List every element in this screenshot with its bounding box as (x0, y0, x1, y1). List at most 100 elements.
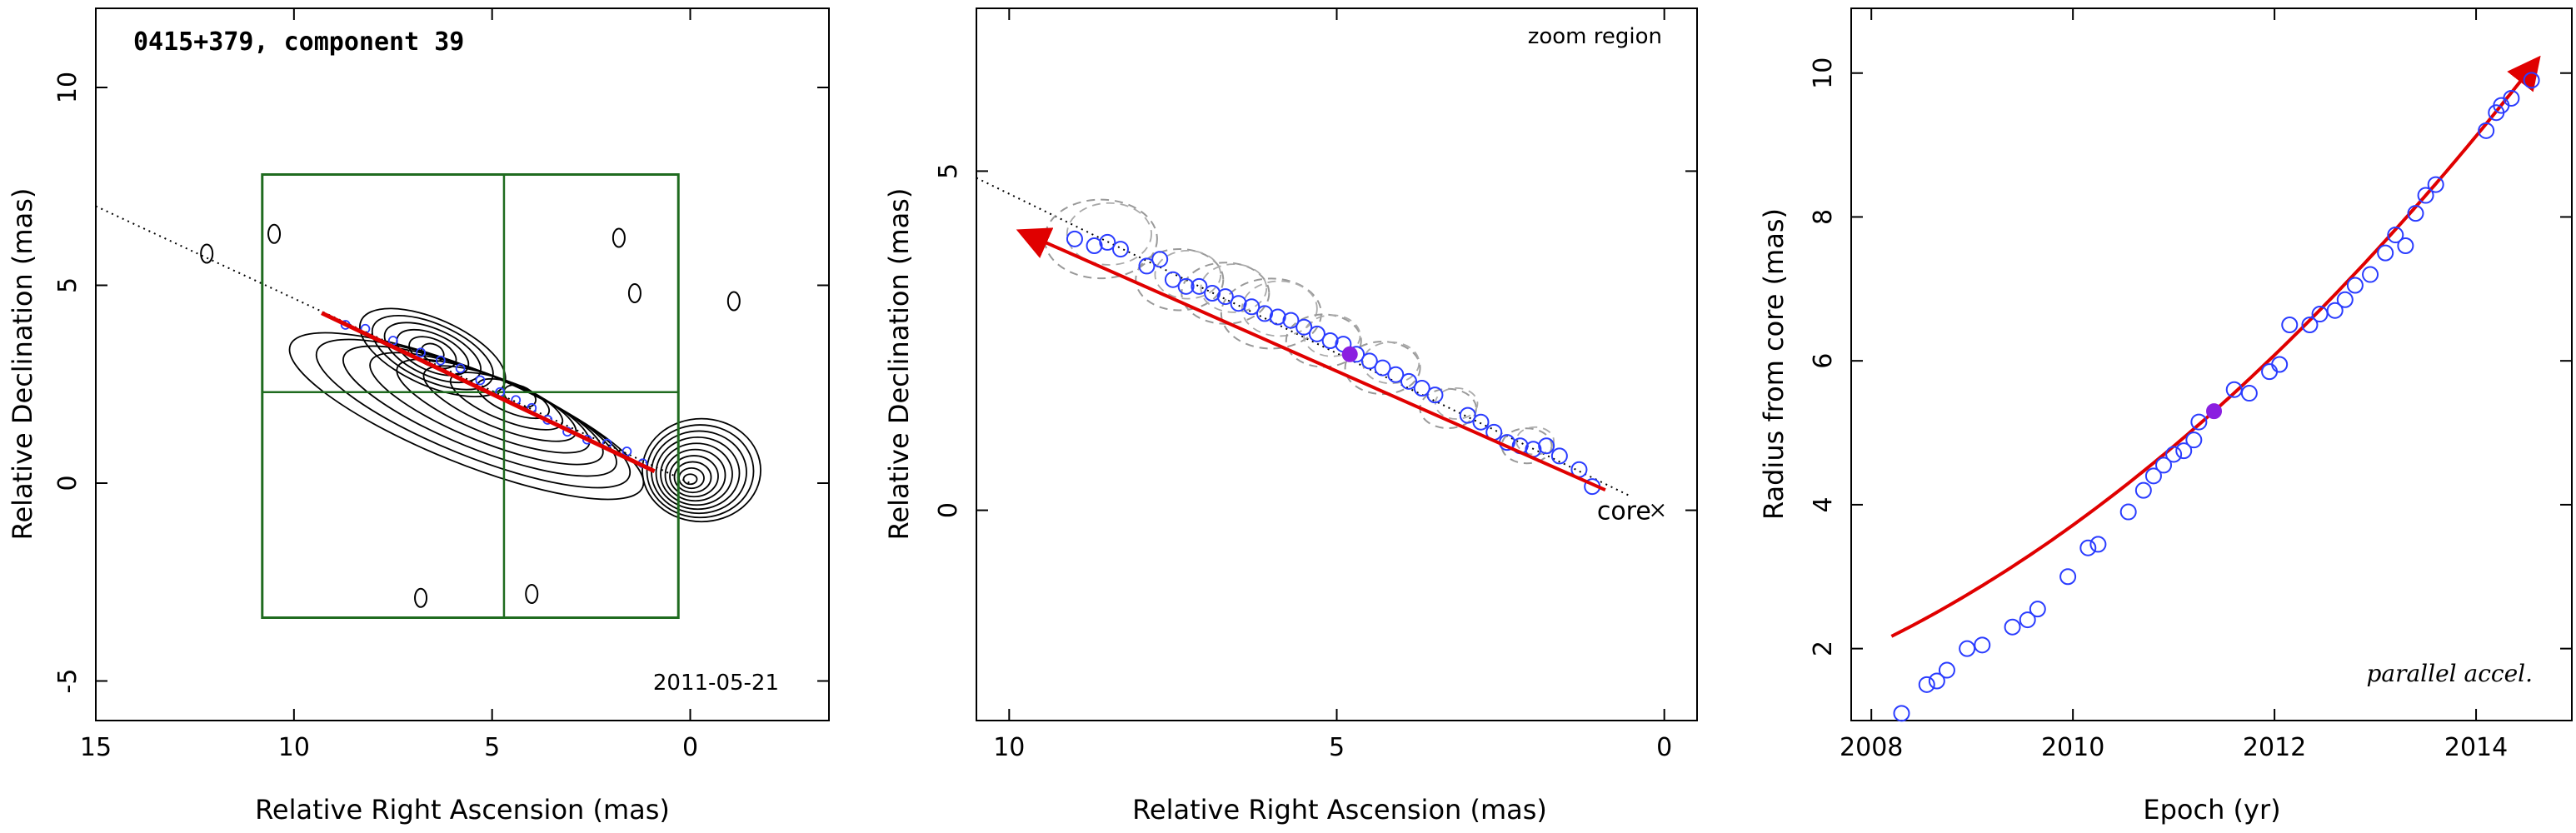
radius-point (2119, 503, 2137, 521)
y-tick-label: 10 (53, 72, 82, 103)
contour-island (627, 283, 642, 303)
radius-point (2185, 431, 2203, 449)
radius-point (2387, 227, 2404, 244)
component-positions: core (1016, 227, 1665, 526)
zoom-region-note: zoom region (1528, 24, 1662, 49)
y-tick-label: 5 (934, 163, 963, 179)
model-ellipse (1066, 202, 1152, 266)
radius-point (2311, 306, 2329, 323)
y-tick-label: 10 (1809, 57, 1838, 89)
parallel-accel-note: parallel accel. (2366, 660, 2533, 687)
core-contour (660, 442, 733, 506)
highlighted-epoch-position (1341, 346, 1358, 362)
model-ellipse (1361, 341, 1420, 385)
component-position (1138, 257, 1156, 275)
contour-map (95, 205, 761, 608)
radius-point (1893, 705, 1910, 722)
component-marker (455, 363, 466, 374)
radius-point (2019, 611, 2036, 629)
panel-left-frame (95, 7, 830, 721)
radius-point (2362, 266, 2379, 283)
highlighted-epoch-point (2206, 403, 2223, 420)
acceleration-fit-curve (1890, 55, 2541, 638)
component-marker (435, 355, 446, 366)
x-tick-label: 2008 (1840, 733, 1903, 762)
contour-island (200, 243, 214, 264)
zoom-region-box (261, 173, 680, 619)
y-tick-label: 0 (934, 502, 963, 518)
x-tick-label: 2010 (2041, 733, 2104, 762)
core-contour (673, 461, 712, 494)
radius-point (2144, 467, 2162, 485)
radius-point (2089, 536, 2107, 553)
radius-point (1938, 661, 1955, 679)
jet-contour (315, 338, 632, 489)
component-position (1282, 312, 1300, 329)
core-contour (678, 466, 705, 490)
radius-point (2261, 363, 2279, 381)
core-contour (664, 448, 726, 502)
core-contour (646, 424, 755, 519)
component-position (1204, 285, 1221, 302)
radius-point (1959, 640, 1976, 657)
contour-island (414, 587, 428, 608)
x-tick-label: 0 (1656, 733, 1672, 762)
radius-point (2478, 122, 2495, 139)
panel-middle-zoom: core 10 5 0 0 5 zoom region Relative Right A… (883, 7, 1698, 826)
knot-contour (396, 328, 470, 377)
model-ellipse (1515, 426, 1555, 456)
panel-left-contour-map: 15 10 5 0 -5 0 5 10 0415+379, component 39 2011… (7, 7, 830, 826)
component-position (1459, 407, 1476, 424)
panel-middle-x-axis-label: Relative Right Ascension (mas) (1132, 794, 1547, 826)
x-tick-label: 10 (993, 733, 1025, 762)
fit-curve (1890, 55, 2541, 638)
x-tick-label: 5 (484, 733, 500, 762)
panel-left-title: 0415+379, component 39 (133, 27, 464, 57)
radius-point (1918, 676, 1935, 693)
panel-middle-y-axis-label: Relative Declination (mas) (883, 188, 915, 541)
core-contour (682, 473, 698, 486)
component-position (1099, 233, 1116, 251)
x-tick-label: 5 (1329, 733, 1345, 762)
radius-point (2079, 539, 2097, 556)
component-marker (475, 375, 486, 386)
radius-point (1974, 636, 1991, 654)
radius-point (2397, 237, 2414, 254)
component-position (1538, 437, 1555, 455)
jet-contour (288, 332, 645, 501)
jet-contour (369, 352, 604, 466)
component-position (1374, 359, 1391, 377)
panel-right-x-axis-label: Epoch (yr) (2143, 794, 2280, 826)
component-position (1112, 241, 1129, 258)
component-marker (416, 347, 426, 358)
radius-point (2029, 601, 2046, 618)
radius-point (2271, 356, 2289, 373)
knot-contour (371, 314, 494, 391)
core-marker-icon (1651, 503, 1665, 517)
radius-point (2427, 176, 2444, 193)
model-ellipse (1043, 198, 1158, 280)
radius-point (2225, 381, 2243, 398)
core-contour (669, 455, 719, 498)
radius-point (2336, 291, 2354, 308)
component-position (1086, 237, 1103, 254)
model-ellipse (1344, 341, 1421, 396)
contour-island (612, 227, 626, 248)
panel-middle-ticks: 10 5 0 0 5 (934, 8, 1697, 762)
component-position (1164, 271, 1181, 288)
motion-arrow (1016, 227, 1606, 491)
panel-right-radius-vs-epoch: 2008 2010 2012 2014 2 4 6 8 10 parallel accel. E… (1758, 7, 2573, 826)
component-position (1256, 305, 1273, 322)
core-label: core (1597, 497, 1651, 526)
y-tick-label: -5 (53, 669, 82, 694)
radius-point (2165, 446, 2183, 463)
component-position (1269, 308, 1286, 326)
y-tick-label: 4 (1809, 496, 1838, 512)
jet-axis-line (976, 177, 1632, 498)
knot-contour (383, 322, 482, 384)
contour-island (525, 584, 539, 604)
model-ellipse (1200, 263, 1268, 313)
panel-left-x-axis-label: Relative Right Ascension (mas) (255, 794, 670, 826)
radius-point (2407, 205, 2424, 222)
panel-middle-frame (976, 7, 1698, 721)
